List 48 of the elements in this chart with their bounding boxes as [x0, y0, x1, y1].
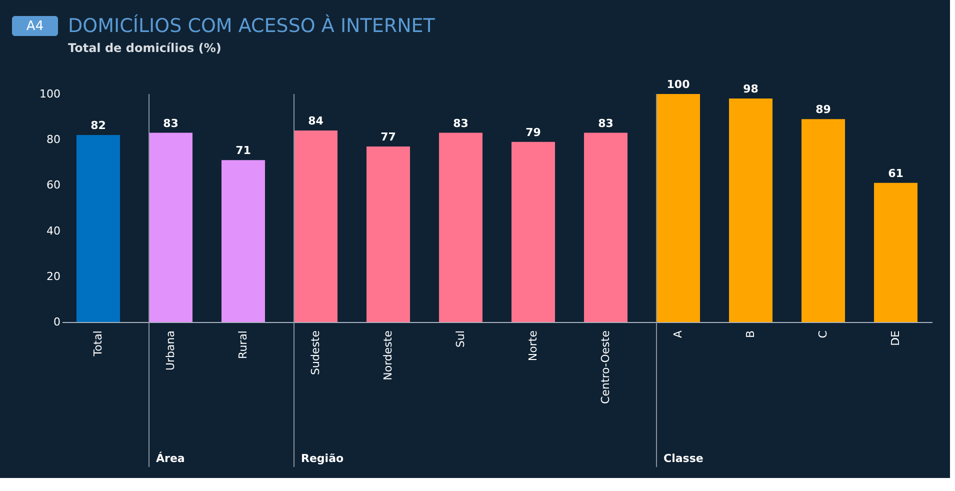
x-tick-label: Centro-Oeste — [598, 330, 612, 404]
x-tick-label: Total — [91, 330, 104, 358]
data-label: 79 — [526, 126, 541, 139]
data-label: 61 — [888, 166, 904, 180]
bar — [656, 94, 700, 322]
y-tick-label: 80 — [46, 133, 60, 146]
y-tick-label: 100 — [40, 88, 60, 100]
data-label: 98 — [743, 82, 758, 96]
data-label: 100 — [666, 78, 690, 91]
x-tick-label: B — [744, 330, 757, 338]
text: Área — [156, 451, 185, 465]
chart-subtitle: Total de domicílios (%) — [68, 41, 222, 55]
x-tick-label: C — [816, 330, 830, 338]
y-tick-label: 20 — [46, 270, 60, 283]
chart-title: DOMICÍLIOS COM ACESSO À INTERNET — [68, 14, 436, 37]
y-tick-label: 60 — [46, 178, 60, 192]
text: Classe — [664, 452, 704, 465]
data-label: 89 — [816, 103, 831, 116]
y-tick-label: 0 — [54, 316, 60, 328]
y-tick-label: 40 — [46, 224, 60, 238]
x-tick-label: DE — [888, 330, 902, 346]
bar — [439, 132, 482, 322]
bar — [584, 132, 628, 322]
x-tick-label: Sul — [454, 330, 467, 348]
x-tick-label: Sudeste — [308, 330, 322, 376]
bar — [874, 182, 918, 322]
x-tick-label: Rural — [236, 330, 250, 359]
text: A4 — [26, 19, 44, 34]
bar — [294, 130, 338, 322]
bar — [222, 160, 265, 322]
bar — [512, 142, 555, 322]
bar — [802, 119, 845, 322]
bar — [149, 132, 192, 322]
bar — [76, 135, 120, 322]
bar — [729, 98, 772, 322]
data-label: 83 — [163, 116, 178, 130]
text: Região — [301, 452, 344, 465]
x-tick-label: Norte — [526, 330, 540, 362]
data-label: 83 — [453, 116, 468, 130]
x-tick-label: Nordeste — [381, 330, 394, 380]
data-label: 77 — [380, 130, 396, 144]
data-label: 82 — [90, 119, 106, 132]
data-label: 84 — [308, 114, 324, 128]
bar — [366, 146, 410, 322]
data-label: 71 — [236, 144, 251, 158]
x-tick-label: Urbana — [164, 330, 177, 371]
data-label: 83 — [598, 116, 614, 130]
x-tick-label: A — [671, 330, 684, 338]
